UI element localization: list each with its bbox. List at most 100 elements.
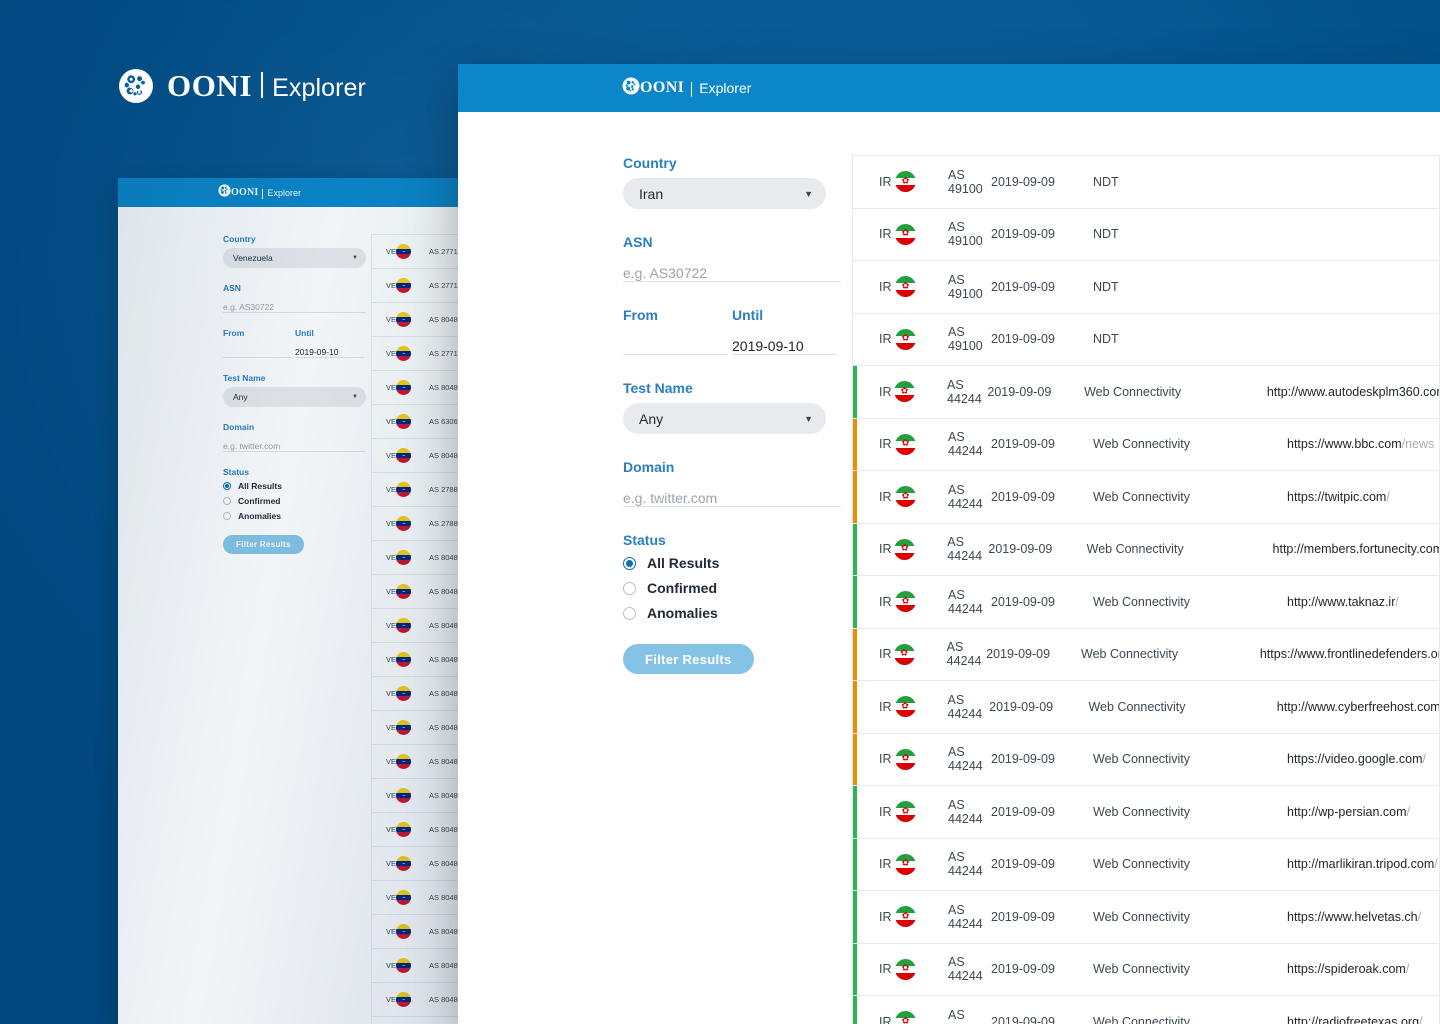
back-country-select[interactable]: Venezuela ▼	[223, 248, 366, 268]
table-row[interactable]: VE⌢AS 8048	[371, 302, 463, 336]
back-domain-input[interactable]: e.g. twitter.com	[223, 436, 366, 452]
table-row[interactable]: VE⌢AS 8048	[371, 1016, 463, 1024]
table-row[interactable]: VE ⌢ AS 27889	[371, 472, 463, 506]
asn-value: AS 8048	[429, 553, 458, 562]
asn-value: AS 49100	[948, 167, 983, 196]
front-status-option-anomalies[interactable]: Anomalies	[623, 605, 852, 621]
back-until-input[interactable]: 2019-09-10	[295, 342, 364, 358]
back-testname-label: Test Name	[223, 373, 266, 383]
front-brand-logo[interactable]: OONI Explorer	[622, 77, 751, 100]
table-row[interactable]: VE ⌢ AS 27717	[371, 336, 463, 370]
table-row[interactable]: VE ⌢ AS 27889	[371, 506, 463, 540]
measurement-url[interactable]: https://twitpic.com/	[1287, 489, 1390, 504]
table-row[interactable]: IR ✿ AS 49100 2019-09-09 NDT	[852, 312, 1440, 365]
table-row[interactable]: IR✿ AS 44244 2019-09-09 Web Connectivity htt…	[852, 890, 1440, 943]
front-from-input[interactable]	[623, 330, 728, 355]
table-row[interactable]: IR✿ AS 44244 2019-09-09 Web Connectivity htt…	[852, 417, 1440, 470]
country-code: IR	[879, 542, 892, 557]
flag-venezuela-icon: ⌢	[396, 890, 411, 905]
flag-venezuela-icon: ⌢	[396, 584, 411, 599]
background-explorer-window[interactable]: OONI Explorer Country Venezuela ▼ ASN e.…	[118, 178, 463, 1024]
table-row[interactable]: VE⌢AS 8048	[371, 982, 463, 1016]
asn-value: AS 8048	[429, 893, 458, 902]
back-status-option-confirmed[interactable]: Confirmed	[223, 496, 371, 506]
table-row[interactable]: VE⌢AS 8048	[371, 778, 463, 812]
table-row[interactable]: VE⌢AS 8048	[371, 608, 463, 642]
measurement-date: 2019-09-09	[991, 857, 1055, 872]
measurement-url[interactable]: http://www.taknaz.ir/	[1287, 594, 1399, 609]
table-row[interactable]: VE ⌢ AS 27717	[371, 234, 463, 268]
measurement-url[interactable]: http://www.autodeskplm360.com/	[1266, 384, 1439, 399]
table-row[interactable]: VE⌢AS 8048	[371, 948, 463, 982]
back-from-input[interactable]	[223, 342, 292, 358]
country-code: VE	[386, 791, 397, 800]
table-row[interactable]: VE⌢AS 8048	[371, 574, 463, 608]
back-filter-results-button[interactable]: Filter Results	[223, 535, 304, 554]
measurement-url[interactable]: https://www.helvetas.ch/	[1287, 909, 1422, 924]
measurement-url[interactable]: http://www.cyberfreehost.com/	[1276, 699, 1439, 714]
front-domain-input[interactable]: e.g. twitter.com	[623, 482, 841, 507]
table-row[interactable]: IR✿ AS 44244 2019-09-09 Web Connectivity htt…	[852, 942, 1440, 995]
table-row[interactable]: VE⌢AS 8048	[371, 880, 463, 914]
country-code: VE	[386, 995, 397, 1004]
table-row[interactable]: VE⌢AS 8048	[371, 642, 463, 676]
table-row[interactable]: IR✿ AS 44244 2019-09-09 Web Connectivity htt…	[852, 785, 1440, 838]
table-row[interactable]: IR✿ AS 44244 2019-09-09 Web Connectivity htt…	[852, 365, 1440, 418]
foreground-explorer-window[interactable]: OONI Explorer Country Iran ▼ ASN e.g. AS…	[458, 64, 1440, 1024]
front-asn-input[interactable]: e.g. AS30722	[623, 257, 841, 282]
table-row[interactable]: VE⌢AS 8048	[371, 540, 463, 574]
table-row[interactable]: IR✿ AS 44244 2019-09-09 Web Connectivity htt…	[852, 837, 1440, 890]
table-row[interactable]: IR✿ AS 44244 2019-09-09 Web Connectivity htt…	[852, 470, 1440, 523]
front-filter-from: From	[623, 307, 732, 355]
table-row[interactable]: IR ✿ AS 49100 2019-09-09 NDT	[852, 207, 1440, 260]
front-testname-select[interactable]: Any ▼	[623, 403, 826, 434]
country-code: VE	[386, 383, 397, 392]
table-row[interactable]: IR✿ AS 44244 2019-09-09 Web Connectivity htt…	[852, 575, 1440, 628]
measurement-url[interactable]: https://www.bbc.com/news	[1287, 437, 1435, 452]
test-name-value: NDT	[1093, 174, 1119, 189]
front-until-input[interactable]: 2019-09-10	[732, 330, 837, 355]
measurement-url[interactable]: http://marlikiran.tripod.com/	[1287, 857, 1438, 872]
front-country-select[interactable]: Iran ▼	[623, 178, 826, 209]
radio-icon	[223, 497, 231, 505]
front-filter-results-button[interactable]: Filter Results	[623, 644, 754, 674]
table-row[interactable]: VE ⌢ AS 27717	[371, 268, 463, 302]
back-brand-logo[interactable]: OONI Explorer	[218, 183, 301, 202]
front-status-option-all-results[interactable]: All Results	[623, 555, 852, 571]
table-row[interactable]: VE⌢AS 8048	[371, 438, 463, 472]
table-row[interactable]: VE⌢AS 8048	[371, 370, 463, 404]
measurement-url[interactable]: http://wp-persian.com/	[1287, 804, 1410, 819]
measurement-url[interactable]: http://radiofreetexas.org/	[1287, 1014, 1423, 1024]
table-row[interactable]: VE ⌢ AS 6306	[371, 404, 463, 438]
table-row[interactable]: IR ✿ AS 49100 2019-09-09 NDT	[852, 155, 1440, 208]
back-status-option-anomalies[interactable]: Anomalies	[223, 511, 371, 521]
measurement-url[interactable]: https://video.google.com/	[1287, 752, 1426, 767]
country-code: IR	[879, 1014, 892, 1024]
table-row[interactable]: IR✿ AS 44244 2019-09-09 Web Connectivity htt…	[852, 522, 1440, 575]
table-row[interactable]: IR ✿ AS 49100 2019-09-09 NDT	[852, 260, 1440, 313]
asn-value: AS 44244	[948, 587, 983, 616]
table-row[interactable]: VE⌢AS 8048	[371, 812, 463, 846]
back-status-option-all-results[interactable]: All Results	[223, 481, 371, 491]
table-row[interactable]: IR✿ AS 44244 2019-09-09 Web Connectivity htt…	[852, 995, 1440, 1024]
back-testname-select[interactable]: Any ▼	[223, 387, 366, 407]
back-country-value: Venezuela	[233, 253, 273, 263]
table-row[interactable]: VE⌢AS 8048	[371, 710, 463, 744]
measurement-url[interactable]: https://www.frontlinedefenders.or.../	[1259, 647, 1439, 662]
back-asn-label: ASN	[223, 283, 241, 293]
table-row[interactable]: IR✿ AS 44244 2019-09-09 Web Connectivity htt…	[852, 627, 1440, 680]
measurement-url[interactable]: http://members.fortunecity.com/	[1272, 542, 1439, 557]
hero-brand-logo[interactable]: OONI Explorer	[118, 68, 366, 104]
measurement-url[interactable]: https://spideroak.com/	[1287, 962, 1410, 977]
back-panel-header: OONI Explorer	[118, 178, 463, 207]
back-asn-input[interactable]: e.g. AS30722	[223, 297, 366, 313]
table-row[interactable]: VE⌢AS 8048	[371, 744, 463, 778]
table-row[interactable]: IR✿ AS 44244 2019-09-09 Web Connectivity htt…	[852, 680, 1440, 733]
back-from-label: From	[223, 328, 245, 338]
back-filter-status: Status All Results Confirmed Anomalies	[223, 467, 371, 521]
table-row[interactable]: VE⌢AS 8048	[371, 846, 463, 880]
front-status-option-confirmed[interactable]: Confirmed	[623, 580, 852, 596]
table-row[interactable]: IR✿ AS 44244 2019-09-09 Web Connectivity htt…	[852, 732, 1440, 785]
table-row[interactable]: VE⌢AS 8048	[371, 914, 463, 948]
table-row[interactable]: VE⌢AS 8048	[371, 676, 463, 710]
